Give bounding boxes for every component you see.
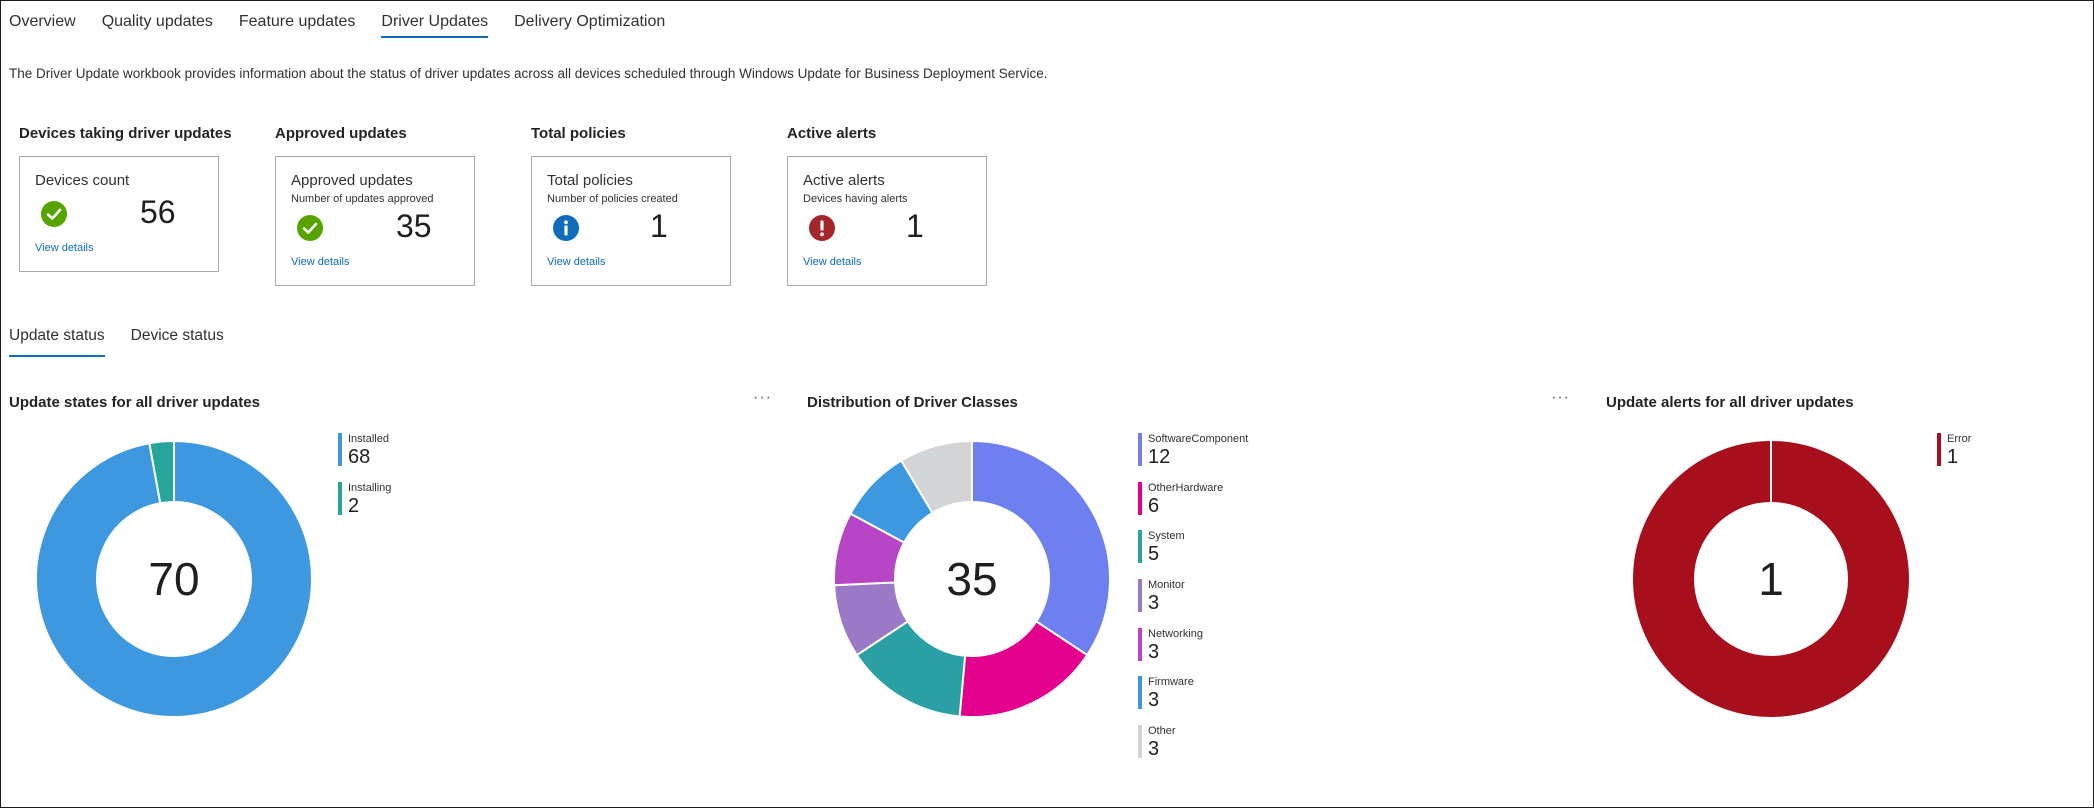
tile-title: Total policies (547, 172, 633, 189)
legend-swatch (1138, 676, 1142, 710)
tab-driver-updates[interactable]: Driver Updates (381, 1, 488, 39)
legend-label: Error (1947, 433, 1972, 445)
legend-value: 3 (1148, 689, 1160, 712)
tile-value: 1 (650, 208, 668, 244)
info-circle-icon (553, 215, 579, 241)
legend-label: System (1148, 530, 1185, 543)
check-circle-icon (41, 201, 67, 227)
legend-swatch (1138, 530, 1142, 564)
legend-label: Networking (1148, 627, 1204, 640)
alert-circle-icon (809, 215, 835, 241)
tab-delivery-optimization[interactable]: Delivery Optimization (514, 13, 666, 30)
status-subtabs: Update status Device status (9, 327, 250, 357)
legend-swatch (1138, 725, 1142, 759)
view-details-link[interactable]: View details (547, 256, 606, 268)
view-details-link[interactable]: View details (803, 256, 862, 268)
legend-swatch (338, 481, 342, 515)
donut-center-total: 35 (946, 553, 997, 605)
tile-heading: Total policies (531, 125, 626, 142)
legend-value: 6 (1148, 494, 1160, 517)
tile-subtitle: Number of policies created (547, 193, 678, 205)
tile-value: 56 (140, 194, 176, 230)
donut-center-total: 1 (1758, 553, 1784, 605)
legend-label: Installing (348, 481, 392, 494)
legend-value: 12 (1148, 446, 1171, 468)
slice-other[interactable] (900, 441, 973, 514)
active-alerts-tile: Active alerts Devices having alerts 1 Vi… (787, 156, 987, 286)
view-details-link[interactable]: View details (35, 242, 94, 254)
legend-swatch (1937, 433, 1941, 466)
approved-updates-tile: Approved updates Number of updates appro… (275, 156, 475, 286)
legend-value: 1 (1947, 446, 1959, 468)
tab-quality-updates[interactable]: Quality updates (101, 13, 213, 30)
workbook-description: The Driver Update workbook provides info… (9, 66, 1048, 81)
tile-heading: Active alerts (787, 125, 877, 142)
legend-label: Monitor (1148, 579, 1185, 592)
legend-value: 3 (1148, 738, 1160, 761)
workbook-tabs: Overview Quality updates Feature updates… (9, 1, 691, 41)
tab-overview[interactable]: Overview (9, 13, 76, 30)
view-details-link[interactable]: View details (291, 256, 350, 268)
legend-value: 68 (348, 446, 371, 468)
tile-value: 35 (396, 208, 432, 244)
legend-value: 3 (1148, 592, 1160, 615)
tile-group-devices: Devices taking driver updates Devices co… (19, 125, 232, 272)
tile-subtitle: Number of updates approved (291, 193, 434, 205)
legend-label: Installed (348, 433, 389, 445)
total-policies-tile: Total policies Number of policies create… (531, 156, 731, 286)
tile-heading: Devices taking driver updates (19, 125, 232, 142)
tile-title: Devices count (35, 172, 130, 189)
tile-title: Active alerts (803, 172, 885, 189)
tile-subtitle: Devices having alerts (803, 193, 908, 205)
tab-update-status[interactable]: Update status (9, 327, 105, 357)
legend-label: OtherHardware (1148, 481, 1224, 494)
slice-installed[interactable] (36, 441, 312, 717)
tile-title: Approved updates (291, 172, 413, 189)
driver-classes-donut: 35 (834, 441, 1110, 717)
legend-swatch (1138, 627, 1142, 661)
legend-label: SoftwareComponent (1148, 433, 1249, 445)
tab-feature-updates[interactable]: Feature updates (238, 13, 356, 30)
legend-swatch (338, 433, 342, 466)
tile-group-policies: Total policies Total policies Number of … (531, 125, 731, 286)
panel-title-update-alerts: Update alerts for all driver updates (1606, 394, 1854, 411)
slice-software-component[interactable] (971, 441, 1110, 657)
check-circle-icon (297, 215, 323, 241)
legend-label: Firmware (1148, 676, 1194, 689)
panel-title-update-states: Update states for all driver updates (9, 394, 260, 411)
tile-group-alerts: Active alerts Active alerts Devices havi… (787, 125, 987, 286)
legend-swatch (1138, 433, 1142, 466)
donut-center-total: 70 (148, 553, 199, 605)
tile-value: 1 (906, 208, 924, 244)
devices-count-tile: Devices count 56 View details (19, 156, 219, 272)
legend-value: 3 (1148, 640, 1160, 663)
slice-installing[interactable] (148, 441, 175, 505)
tile-group-approved: Approved updates Approved updates Number… (275, 125, 475, 286)
update-states-donut: 70 (36, 441, 312, 717)
more-options-icon[interactable]: ··· (753, 389, 772, 406)
legend-value: 2 (348, 494, 360, 517)
update-alerts-donut: 1 (1633, 441, 1909, 717)
legend-swatch (1138, 481, 1142, 515)
legend-swatch (1138, 579, 1142, 613)
legend-label: Other (1148, 725, 1176, 738)
panel-title-driver-classes: Distribution of Driver Classes (807, 394, 1018, 411)
tile-heading: Approved updates (275, 125, 407, 142)
tab-device-status[interactable]: Device status (130, 327, 224, 344)
legend-value: 5 (1148, 543, 1160, 566)
more-options-icon[interactable]: ··· (1551, 389, 1570, 406)
